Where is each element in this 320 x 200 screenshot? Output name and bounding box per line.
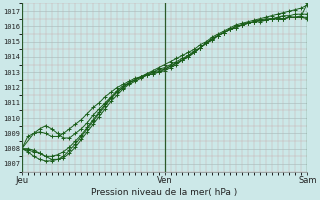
X-axis label: Pression niveau de la mer( hPa ): Pression niveau de la mer( hPa ) bbox=[92, 188, 238, 197]
